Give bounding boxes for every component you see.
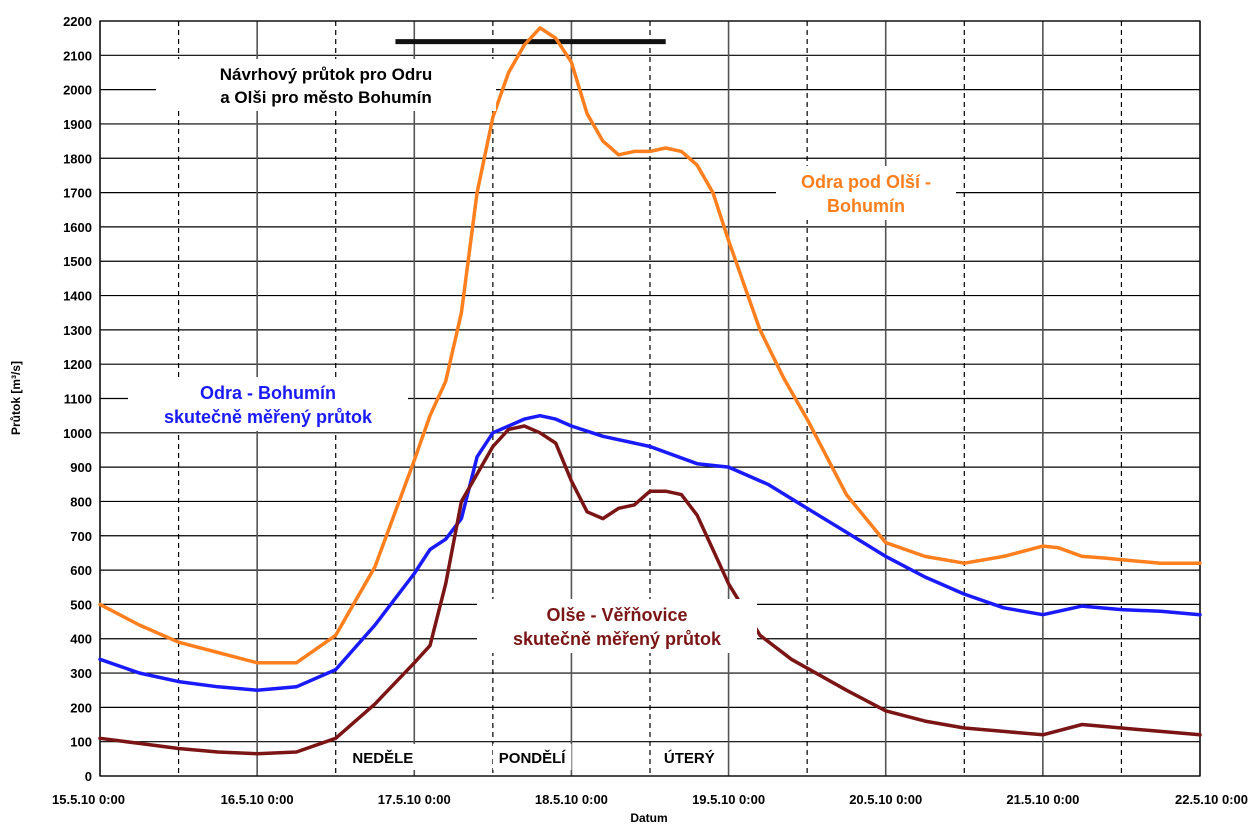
x-tick-label: 16.5.10 0:00 bbox=[221, 792, 294, 807]
blue-series-label-bg bbox=[128, 377, 408, 431]
x-tick-label: 20.5.10 0:00 bbox=[849, 792, 922, 807]
y-tick-label: 1000 bbox=[63, 426, 92, 441]
series-line-1 bbox=[98, 413, 1202, 692]
y-tick-label: 1900 bbox=[63, 117, 92, 132]
blue-series-label: skutečně měřený průtok bbox=[164, 407, 373, 427]
y-tick-label: 2000 bbox=[63, 83, 92, 98]
y-tick-label: 1600 bbox=[63, 220, 92, 235]
y-tick-label: 1500 bbox=[63, 254, 92, 269]
x-tick-label: 19.5.10 0:00 bbox=[692, 792, 765, 807]
x-tick-label: 18.5.10 0:00 bbox=[535, 792, 608, 807]
day-label-bg bbox=[492, 744, 572, 770]
y-tick-label: 1300 bbox=[63, 323, 92, 338]
y-tick-label: 300 bbox=[70, 666, 92, 681]
y-tick-label: 1100 bbox=[64, 392, 92, 407]
y-tick-label: 0 bbox=[85, 769, 92, 784]
y-tick-label: 400 bbox=[70, 632, 92, 647]
y-tick-label: 200 bbox=[70, 700, 92, 715]
series-line-0 bbox=[98, 26, 1202, 665]
x-axis-label: Datum bbox=[630, 811, 667, 824]
y-tick-label: 2100 bbox=[63, 48, 92, 63]
y-tick-label: 700 bbox=[70, 529, 92, 544]
y-tick-label: 1800 bbox=[63, 151, 92, 166]
y-tick-label: 800 bbox=[70, 494, 92, 509]
design-flow-label-bg bbox=[156, 59, 496, 111]
orange-series-label: Odra pod Olší - bbox=[801, 172, 931, 192]
y-tick-labels: 0 100 200 300 400 500 600 700 800 900 1000 1100 1200… bbox=[63, 14, 92, 784]
orange-series-label-bg bbox=[776, 166, 956, 220]
y-axis-label: Průtok [m³/s] bbox=[9, 361, 23, 435]
design-flow-label: Návrhový průtok pro Odru bbox=[220, 65, 433, 84]
day-labels: NEDĚLE PONDĚLÍ ÚTERÝ bbox=[348, 744, 720, 770]
series-line-2 bbox=[98, 424, 1202, 756]
x-tick-labels: 15.5.10 0:00 16.5.10 0:00 17.5.10 0:00 18.5… bbox=[52, 792, 1248, 807]
series-lines bbox=[98, 26, 1202, 756]
y-tick-label: 1700 bbox=[63, 186, 92, 201]
y-tick-label: 2200 bbox=[63, 14, 92, 29]
x-tick-label: 22.5.10 0:00 bbox=[1175, 792, 1248, 807]
y-tick-label: 100 bbox=[70, 735, 92, 750]
y-tick-label: 900 bbox=[70, 460, 92, 475]
design-flow-label: a Olši pro město Bohumín bbox=[220, 88, 432, 107]
x-tick-label: 21.5.10 0:00 bbox=[1006, 792, 1079, 807]
day-label: ÚTERÝ bbox=[664, 749, 715, 767]
orange-series-label: Bohumín bbox=[827, 196, 905, 216]
y-tick-label: 500 bbox=[70, 597, 92, 612]
y-tick-label: 600 bbox=[70, 563, 92, 578]
x-tick-label: 15.5.10 0:00 bbox=[52, 792, 125, 807]
day-label: NEDĚLE bbox=[352, 749, 413, 767]
brown-series-label-bg bbox=[477, 599, 757, 653]
y-tick-label: 1400 bbox=[63, 289, 92, 304]
plot-frame bbox=[99, 20, 1201, 777]
x-tick-label: 17.5.10 0:00 bbox=[378, 792, 451, 807]
brown-series-label: skutečně měřený průtok bbox=[513, 629, 722, 649]
day-label: PONDĚLÍ bbox=[499, 749, 567, 767]
brown-series-label: Olše - Věřňovice bbox=[546, 605, 687, 625]
blue-series-label: Odra - Bohumín bbox=[200, 383, 336, 403]
annotations: Návrhový průtok pro Odru a Olši pro město… bbox=[128, 59, 956, 653]
y-tick-label: 1200 bbox=[63, 357, 92, 372]
day-label-bg bbox=[348, 744, 418, 770]
day-label-bg bbox=[659, 744, 720, 770]
